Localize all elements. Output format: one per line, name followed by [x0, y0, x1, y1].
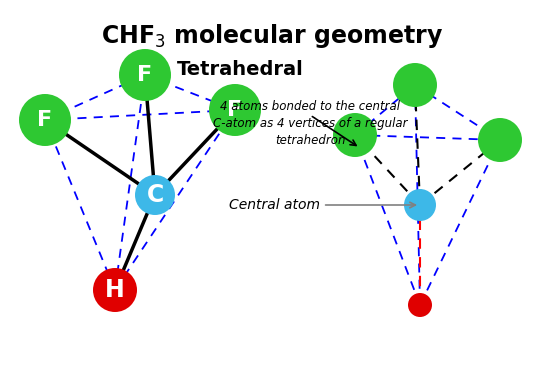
Circle shape — [333, 113, 377, 157]
Circle shape — [19, 94, 71, 146]
Circle shape — [478, 118, 522, 162]
Circle shape — [404, 189, 436, 221]
Text: H: H — [105, 278, 125, 302]
Text: 4 atoms bonded to the central
C-atom as 4 vertices of a regular
tetrahedron: 4 atoms bonded to the central C-atom as … — [213, 100, 407, 147]
Circle shape — [135, 175, 175, 215]
Text: CHF$_3$ molecular geometry: CHF$_3$ molecular geometry — [101, 22, 444, 50]
Circle shape — [408, 293, 432, 317]
Text: F: F — [227, 100, 243, 120]
Text: Tetrahedral: Tetrahedral — [177, 60, 303, 79]
Text: F: F — [137, 65, 153, 85]
Text: C: C — [147, 183, 164, 207]
Circle shape — [119, 49, 171, 101]
Circle shape — [209, 84, 261, 136]
Text: Central atom: Central atom — [229, 198, 415, 212]
Text: F: F — [38, 110, 52, 130]
Circle shape — [393, 63, 437, 107]
Circle shape — [93, 268, 137, 312]
